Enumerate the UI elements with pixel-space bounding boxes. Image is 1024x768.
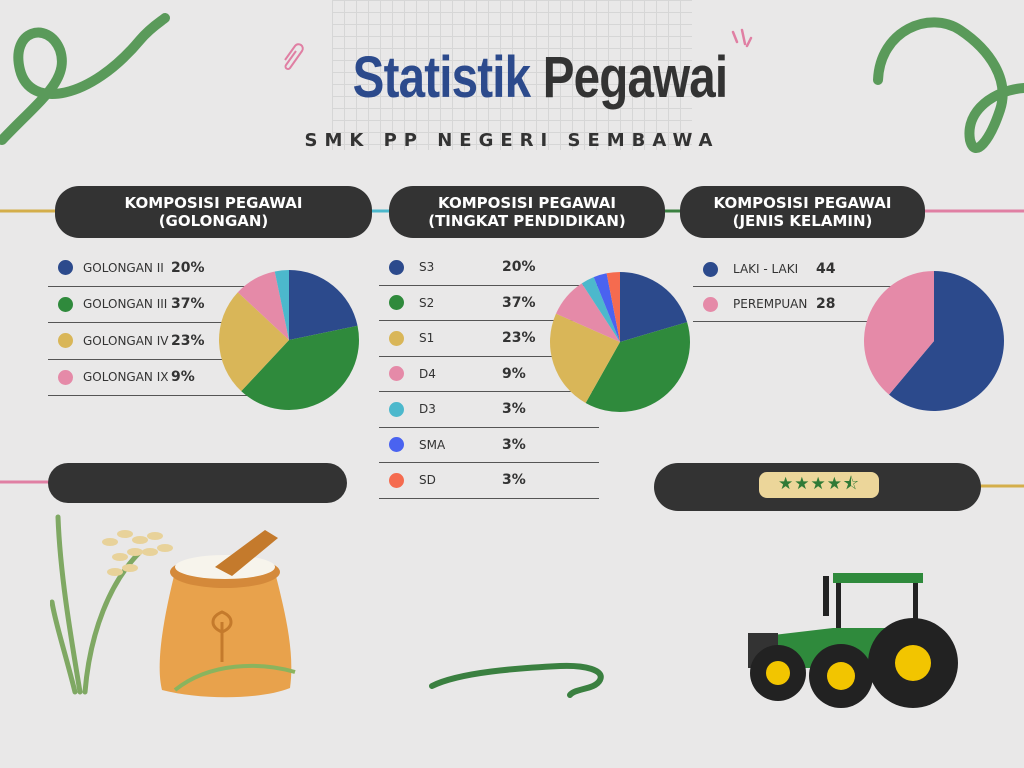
legend-swatch bbox=[389, 401, 404, 417]
legend-label: GOLONGAN IV bbox=[83, 333, 169, 348]
legend-value: 37% bbox=[171, 296, 205, 313]
rating-stars-icon: ★★★★⯪ bbox=[777, 473, 861, 493]
grid-background bbox=[332, 0, 692, 150]
legend-label: D3 bbox=[419, 402, 436, 417]
legend-item: LAKI - LAKI 44 bbox=[693, 252, 893, 287]
legend-label: GOLONGAN II bbox=[83, 260, 164, 275]
pie-slice-s2 bbox=[585, 322, 690, 412]
section-title-line2: (GOLONGAN) bbox=[158, 212, 269, 230]
legend-value: 20% bbox=[171, 259, 205, 276]
pie-slice-sma bbox=[593, 273, 620, 342]
legend-item: S2 37% bbox=[379, 286, 599, 321]
legend-swatch bbox=[389, 437, 404, 453]
pie-slice-other bbox=[274, 270, 289, 340]
title-part2: Pegawai bbox=[542, 45, 728, 110]
page-subtitle: SMK PP NEGERI SEMBAWA bbox=[304, 130, 720, 151]
legend-label: SD bbox=[419, 473, 436, 488]
sack-icon bbox=[159, 572, 292, 698]
legend-swatch bbox=[389, 295, 404, 311]
legend-item: SD 3% bbox=[379, 463, 599, 499]
legend-swatch bbox=[389, 472, 404, 488]
legend-item: GOLONGAN III 37% bbox=[48, 287, 268, 323]
pie-slice-golongan-ix bbox=[237, 271, 289, 340]
legend-value: 23% bbox=[171, 332, 205, 349]
legend-value: 20% bbox=[502, 259, 536, 276]
wheat-emblem-icon bbox=[211, 610, 233, 662]
legend-value: 44 bbox=[816, 261, 836, 277]
legend-value: 28 bbox=[816, 296, 836, 312]
legend-swatch bbox=[703, 296, 718, 312]
pie-slice-golongan-iv bbox=[219, 292, 289, 392]
page-title: Statistik Pegawai bbox=[97, 44, 983, 111]
rice-sack-illustration bbox=[50, 514, 296, 698]
bottom-left-bar bbox=[48, 463, 347, 503]
legend-swatch bbox=[58, 260, 73, 276]
section-title-line1: KOMPOSISI PEGAWAI bbox=[124, 194, 303, 212]
pie-chart-gender bbox=[864, 271, 1004, 411]
section-title-line1: KOMPOSISI PEGAWAI bbox=[713, 194, 892, 212]
paperclip-icon bbox=[284, 43, 304, 70]
title-part1: Statistik bbox=[352, 45, 531, 110]
squiggle-top-left bbox=[0, 13, 170, 145]
scoop-icon bbox=[215, 530, 278, 576]
section-title-line2: (JENIS KELAMIN) bbox=[732, 212, 873, 230]
pie-slice-d4 bbox=[555, 283, 620, 342]
legend-label: S2 bbox=[419, 295, 435, 310]
legend-swatch bbox=[703, 261, 718, 277]
squiggle-top-right bbox=[873, 17, 1024, 153]
legend-swatch bbox=[58, 369, 73, 385]
legend-label: LAKI - LAKI bbox=[733, 262, 799, 276]
legend-swatch bbox=[389, 366, 404, 382]
section-header-golongan: KOMPOSISI PEGAWAI (GOLONGAN) bbox=[55, 186, 372, 238]
pie-chart-pendidikan bbox=[550, 272, 690, 412]
legend-swatch bbox=[389, 259, 404, 275]
legend-value: 3% bbox=[502, 436, 526, 453]
pie-slice-s1 bbox=[550, 313, 620, 403]
legend-value: 23% bbox=[502, 330, 536, 347]
legend-item: S1 23% bbox=[379, 321, 599, 357]
legend-value: 3% bbox=[502, 472, 526, 489]
legend-label: D4 bbox=[419, 366, 436, 381]
legend-swatch bbox=[58, 296, 73, 312]
rice-grain-icon bbox=[102, 530, 173, 576]
pie-slice-d3 bbox=[581, 277, 620, 342]
legend-item: GOLONGAN II 20% bbox=[48, 250, 268, 287]
legend-label: S3 bbox=[419, 260, 435, 275]
tractor-illustration bbox=[748, 573, 958, 708]
section-header-gender: KOMPOSISI PEGAWAI (JENIS KELAMIN) bbox=[680, 186, 925, 238]
legend-label: PEREMPUAN bbox=[733, 297, 808, 311]
section-title-line2: (TINGKAT PENDIDIKAN) bbox=[428, 212, 626, 230]
pie-slice-laki-laki bbox=[889, 271, 1004, 411]
legend-label: S1 bbox=[419, 331, 435, 346]
rating-badge: ★★★★⯪ bbox=[759, 472, 879, 498]
pie-chart-golongan bbox=[219, 270, 359, 410]
legend-item: GOLONGAN IV 23% bbox=[48, 323, 268, 360]
pie-slice-sd bbox=[606, 272, 620, 342]
legend-swatch bbox=[58, 333, 73, 349]
rice-stalk-icon bbox=[50, 514, 143, 695]
section-header-pendidikan: KOMPOSISI PEGAWAI (TINGKAT PENDIDIKAN) bbox=[389, 186, 665, 238]
pie-slice-golongan-iii bbox=[241, 325, 359, 410]
legend-value: 9% bbox=[502, 365, 526, 382]
legend-item: GOLONGAN IX 9% bbox=[48, 360, 268, 396]
legend-item: D4 9% bbox=[379, 357, 599, 392]
legend-value: 9% bbox=[171, 369, 195, 386]
legend-item: SMA 3% bbox=[379, 428, 599, 463]
legend-value: 37% bbox=[502, 294, 536, 311]
sparkle-icon bbox=[731, 28, 753, 48]
legend-swatch bbox=[389, 330, 404, 346]
pie-slice-golongan-ii bbox=[289, 270, 358, 340]
legend-item: S3 20% bbox=[379, 250, 599, 286]
legend-item: D3 3% bbox=[379, 392, 599, 428]
legend-label: SMA bbox=[419, 437, 446, 452]
section-title-line1: KOMPOSISI PEGAWAI bbox=[438, 194, 616, 212]
pie-slice-s3 bbox=[620, 272, 688, 342]
legend-label: GOLONGAN IX bbox=[83, 370, 169, 385]
legend-item: PEREMPUAN 28 bbox=[693, 287, 893, 322]
legend-value: 3% bbox=[502, 401, 526, 418]
squiggle-bottom bbox=[429, 662, 604, 698]
pie-slice-perempuan bbox=[864, 271, 934, 395]
legend-label: GOLONGAN III bbox=[83, 297, 168, 312]
